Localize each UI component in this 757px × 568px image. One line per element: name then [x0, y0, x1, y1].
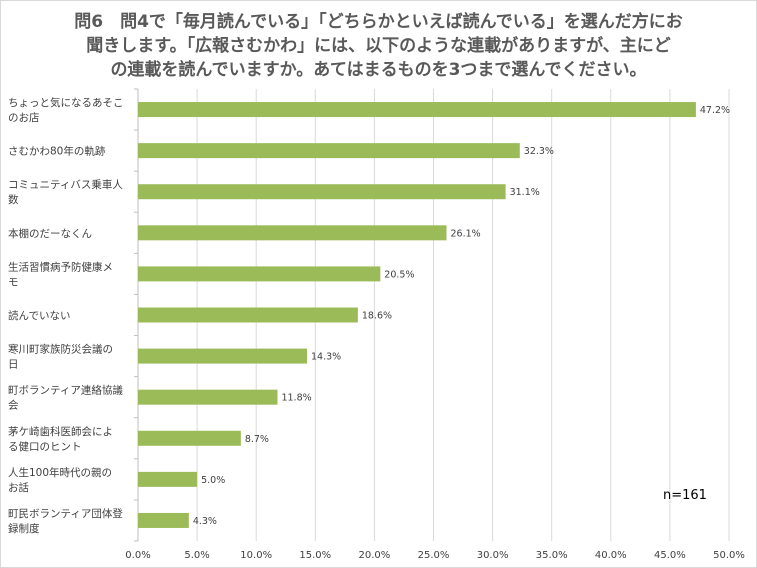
- data-label: 20.5%: [384, 269, 414, 280]
- data-label: 11.8%: [281, 393, 311, 404]
- category-label-line: 町ボランティア連絡協議: [8, 384, 123, 397]
- category-label-line: 寒川町家族防災会議の: [8, 343, 113, 356]
- category-label-line: 会: [8, 399, 19, 412]
- category-label-line: 本棚のだーなくん: [8, 227, 92, 240]
- category-label: 町民ボランティア団体登録制度: [8, 507, 123, 535]
- bar: [138, 512, 189, 528]
- chart-title-line-1: 問6 問4で「毎月読んでいる」「どちらかといえば読んでいる」を選んだ方にお: [74, 12, 683, 32]
- chart-title-line-2: 聞きします。「広報さむかわ」には、以下のような連載がありますが、主にど: [86, 36, 671, 56]
- category-label-line: コミュニティバス乗車人: [8, 178, 123, 191]
- x-tick-label: 30.0%: [477, 550, 509, 561]
- bar: [138, 266, 381, 282]
- category-label: 町ボランティア連絡協議会: [8, 384, 123, 412]
- bar: [138, 430, 241, 446]
- x-tick-label: 50.0%: [713, 550, 745, 561]
- x-tick-label: 20.0%: [359, 550, 391, 561]
- category-label-line: 町民ボランティア団体登: [8, 507, 123, 520]
- data-label: 14.3%: [311, 352, 341, 363]
- category-label: 読んでいない: [8, 309, 70, 322]
- x-tick-label: 45.0%: [654, 550, 686, 561]
- category-label-line: お話: [8, 481, 29, 494]
- x-tick-label: 0.0%: [125, 550, 150, 561]
- category-label-line: 数: [8, 193, 19, 206]
- bar: [138, 348, 308, 364]
- category-label: さむかわ80年の軌跡: [8, 145, 106, 158]
- category-label: 茅ケ崎歯科医師会による健口のヒント: [8, 425, 113, 453]
- bar: [138, 225, 447, 241]
- data-label: 47.2%: [700, 105, 730, 116]
- bar: [138, 102, 696, 118]
- data-label: 5.0%: [201, 475, 225, 486]
- category-label-line: モ: [8, 276, 19, 288]
- category-label-line: 生活習慣病予防健康メ: [8, 260, 113, 273]
- chart-title-line-3: の連載を読んでいますか。あてはまるものを3つまで選んでください。: [110, 60, 647, 80]
- data-label: 4.3%: [193, 516, 217, 527]
- x-tick-label: 25.0%: [418, 550, 450, 561]
- x-tick-label: 5.0%: [184, 550, 209, 561]
- category-label-line: 人生100年時代の親の: [8, 466, 112, 479]
- category-label: ちょっと気になるあそこのお店: [8, 96, 124, 124]
- bar: [138, 184, 506, 200]
- category-label-line: ちょっと気になるあそこ: [8, 96, 124, 109]
- bar: [138, 471, 198, 487]
- category-label-line: る健口のヒント: [8, 441, 82, 453]
- chart-title: 問6 問4で「毎月読んでいる」「どちらかといえば読んでいる」を選んだ方にお 聞き…: [20, 10, 737, 82]
- bar: [138, 143, 520, 159]
- category-label: 寒川町家族防災会議の日: [8, 343, 113, 371]
- category-label-line: 茅ケ崎歯科医師会によ: [8, 425, 113, 438]
- category-label-line: 録制度: [8, 522, 40, 535]
- category-label: コミュニティバス乗車人数: [8, 178, 123, 206]
- data-label: 18.6%: [362, 311, 392, 322]
- category-label-line: さむかわ80年の軌跡: [8, 145, 106, 158]
- sample-size-note: n=161: [663, 488, 707, 503]
- bar: [138, 389, 278, 405]
- x-tick-label: 10.0%: [240, 550, 272, 561]
- x-tick-label: 40.0%: [595, 550, 627, 561]
- category-label: 本棚のだーなくん: [8, 227, 92, 240]
- category-label: 人生100年時代の親のお話: [8, 466, 112, 494]
- category-label-line: 読んでいない: [8, 309, 70, 322]
- category-label-line: のお店: [8, 111, 40, 124]
- data-label: 26.1%: [451, 228, 481, 239]
- x-tick-label: 15.0%: [299, 550, 331, 561]
- data-label: 8.7%: [245, 434, 269, 445]
- x-tick-label: 35.0%: [536, 550, 568, 561]
- data-label: 31.1%: [510, 187, 540, 198]
- category-label: 生活習慣病予防健康メモ: [8, 260, 113, 288]
- category-label-line: 日: [8, 359, 19, 371]
- data-label: 32.3%: [524, 146, 554, 157]
- bar: [138, 307, 358, 323]
